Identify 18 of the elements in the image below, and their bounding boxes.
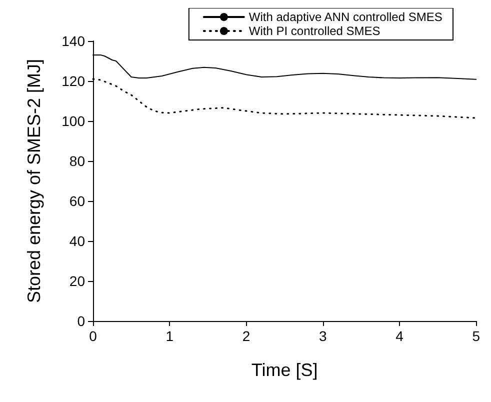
y-tick-label: 80 (69, 153, 86, 169)
y-tick-label: 40 (69, 233, 86, 249)
legend-label: With adaptive ANN controlled SMES (248, 10, 442, 24)
x-tick-label: 3 (318, 328, 327, 344)
y-tick-label: 0 (77, 313, 86, 329)
x-axis-title: Time [S] (251, 360, 318, 380)
x-tick-label: 1 (166, 328, 174, 344)
x-tick-label: 4 (396, 328, 404, 344)
legend-label: With PI controlled SMES (248, 24, 380, 38)
y-tick-label: 120 (62, 73, 86, 89)
x-tick-label: 0 (89, 328, 98, 344)
y-tick-label: 20 (69, 273, 86, 289)
y-tick-label: 140 (62, 33, 86, 49)
y-tick-label: 60 (69, 193, 86, 209)
y-tick-label: 100 (62, 113, 86, 129)
x-tick-label: 2 (242, 328, 250, 344)
y-axis-title: Stored energy of SMES-2 [MJ] (24, 58, 44, 304)
x-tick-label: 5 (472, 328, 480, 344)
